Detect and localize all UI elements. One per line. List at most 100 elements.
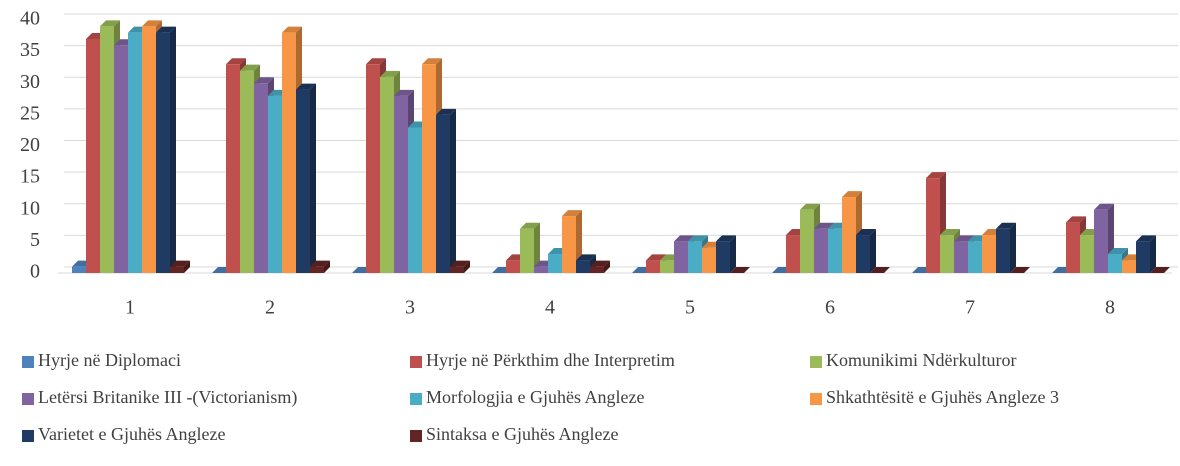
bar-top — [688, 235, 708, 242]
bar — [828, 228, 842, 273]
bar-top — [674, 235, 694, 242]
y-tick-label: 0 — [30, 261, 40, 283]
bar — [366, 64, 380, 274]
bar-top — [366, 58, 386, 65]
legend-label: Komunikimi Ndërkulturor — [826, 350, 1016, 370]
bar — [688, 241, 702, 273]
bar — [1136, 241, 1150, 273]
bar-top — [170, 260, 190, 267]
legend-swatch — [410, 356, 422, 368]
bar — [842, 197, 856, 273]
x-tick-label: 6 — [825, 297, 835, 319]
bar — [856, 235, 870, 273]
bar-top — [1010, 267, 1030, 273]
bar-side — [170, 26, 176, 274]
bar-top — [996, 222, 1016, 229]
bar — [954, 241, 968, 273]
bar — [436, 114, 450, 273]
legend-label: Varietet e Gjuhës Angleze — [38, 424, 225, 444]
bar-side — [450, 108, 456, 273]
legend-label: Hyrje në Përkthim dhe Interpretim — [426, 350, 675, 370]
legend-swatch — [810, 356, 822, 368]
bar-top — [450, 260, 470, 267]
bar-side — [184, 260, 190, 273]
bar-side — [310, 83, 316, 273]
bar-top — [1150, 267, 1170, 273]
y-tick-label: 15 — [20, 166, 40, 188]
bar — [1108, 254, 1122, 273]
bar — [1066, 222, 1080, 273]
bar — [72, 266, 86, 273]
bar — [996, 228, 1010, 273]
bar — [786, 235, 800, 273]
bar-side — [730, 235, 736, 273]
legend-label: Sintaksa e Gjuhës Angleze — [426, 424, 618, 444]
bar — [982, 235, 996, 273]
bar-top — [590, 260, 610, 267]
x-tick-label: 1 — [125, 297, 135, 319]
bar-side — [1010, 222, 1016, 273]
legend-label: Shkathtësitë e Gjuhës Angleze 3 — [826, 387, 1059, 407]
y-tick-label: 35 — [20, 39, 40, 61]
legend-swatch — [22, 393, 34, 405]
legend-label: Letërsi Britanike III -(Victorianism) — [38, 387, 297, 408]
bar-top — [1136, 235, 1156, 242]
bar — [296, 89, 310, 273]
bar — [940, 235, 954, 273]
bar-top — [730, 267, 750, 273]
bar-top — [562, 210, 582, 217]
bar-side — [870, 229, 876, 273]
bar-top — [296, 83, 316, 90]
bar-top — [800, 203, 820, 210]
legend-swatch — [410, 393, 422, 405]
y-tick-label: 5 — [30, 229, 40, 251]
bar-top — [814, 222, 834, 229]
x-tick-label: 4 — [545, 297, 555, 319]
bar — [1122, 260, 1136, 273]
bar-top — [520, 222, 540, 229]
bar — [590, 266, 604, 273]
bar-side — [604, 260, 610, 273]
bar — [926, 178, 940, 273]
bar — [422, 64, 436, 274]
bar-top — [226, 58, 246, 65]
x-tick-label: 5 — [685, 297, 695, 319]
bar — [716, 241, 730, 273]
bar — [142, 26, 156, 274]
bar-side — [1150, 235, 1156, 273]
bar — [520, 228, 534, 273]
bar — [240, 70, 254, 273]
bar — [450, 266, 464, 273]
bar-top — [954, 235, 974, 242]
bar — [100, 26, 114, 274]
bar — [226, 64, 240, 274]
bar — [702, 247, 716, 273]
x-tick-label: 3 — [405, 297, 415, 319]
bar — [576, 260, 590, 273]
y-tick-label: 25 — [20, 102, 40, 124]
legend-swatch — [810, 393, 822, 405]
bar — [660, 260, 674, 273]
bar — [380, 76, 394, 273]
bar-top — [422, 58, 442, 65]
bar-top — [842, 191, 862, 198]
bar — [86, 38, 100, 273]
bar — [156, 32, 170, 274]
y-tick-label: 30 — [20, 71, 40, 93]
bar-top — [394, 89, 414, 96]
legend-label: Morfologjia e Gjuhës Angleze — [426, 387, 644, 407]
legend-label: Hyrje në Diplomaci — [38, 350, 181, 370]
bar — [506, 260, 520, 273]
bar — [548, 254, 562, 273]
bar — [534, 266, 548, 273]
bar — [646, 260, 660, 273]
bar-top — [716, 235, 736, 242]
bar — [562, 216, 576, 273]
legend-swatch — [22, 356, 34, 368]
legend-swatch — [410, 430, 422, 442]
x-tick-label: 7 — [965, 297, 975, 319]
bar-top — [240, 64, 260, 71]
bar — [310, 266, 324, 273]
bar — [1094, 209, 1108, 273]
